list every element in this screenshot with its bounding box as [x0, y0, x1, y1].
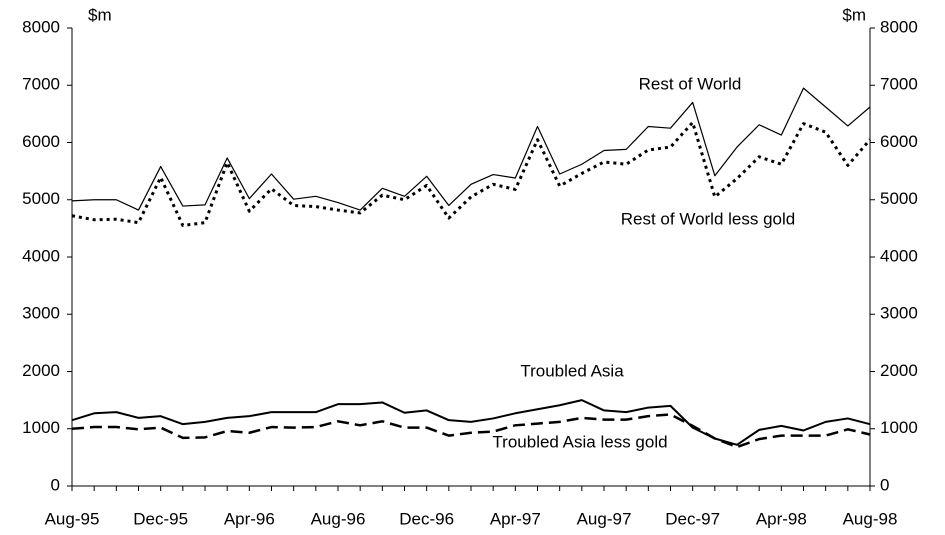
y2-tick-label: 4000	[880, 246, 918, 265]
y-tick-label: 1000	[22, 418, 60, 437]
x-tick-label: Apr-96	[224, 509, 275, 528]
series-label: Troubled Asia less gold	[492, 432, 667, 451]
y2-tick-label: 8000	[880, 17, 918, 36]
y-tick-label: 5000	[22, 189, 60, 208]
series-label: Rest of World less gold	[621, 209, 795, 228]
y-tick-label: 0	[51, 475, 60, 494]
y2-tick-label: 5000	[880, 189, 918, 208]
x-tick-label: Dec-97	[665, 509, 720, 528]
series-line	[71, 399, 871, 446]
x-tick-label: Apr-97	[490, 509, 541, 528]
y2-tick-label: 2000	[880, 361, 918, 380]
x-tick-label: Aug-98	[843, 509, 898, 528]
x-tick-label: Apr-98	[756, 509, 807, 528]
x-tick-label: Dec-96	[399, 509, 454, 528]
series-label: Troubled Asia	[520, 361, 624, 380]
series-line	[71, 87, 871, 211]
y-tick-label: 3000	[22, 304, 60, 323]
y-tick-label: 4000	[22, 246, 60, 265]
y2-tick-label: 7000	[880, 75, 918, 94]
y2-axis-label: $m	[842, 5, 866, 24]
y2-tick-label: 6000	[880, 132, 918, 151]
y2-tick-label: 0	[880, 475, 889, 494]
x-tick-label: Aug-97	[577, 509, 632, 528]
y-tick-label: 7000	[22, 75, 60, 94]
y2-tick-label: 1000	[880, 418, 918, 437]
x-tick-label: Dec-95	[133, 509, 188, 528]
series-label: Rest of World	[639, 74, 742, 93]
y-tick-label: 6000	[22, 132, 60, 151]
y2-tick-label: 3000	[880, 304, 918, 323]
y-tick-label: 8000	[22, 17, 60, 36]
y-tick-label: 2000	[22, 361, 60, 380]
x-tick-label: Aug-96	[311, 509, 366, 528]
series-line	[71, 413, 871, 449]
y-axis-label: $m	[88, 5, 112, 24]
x-tick-label: Aug-95	[45, 509, 100, 528]
